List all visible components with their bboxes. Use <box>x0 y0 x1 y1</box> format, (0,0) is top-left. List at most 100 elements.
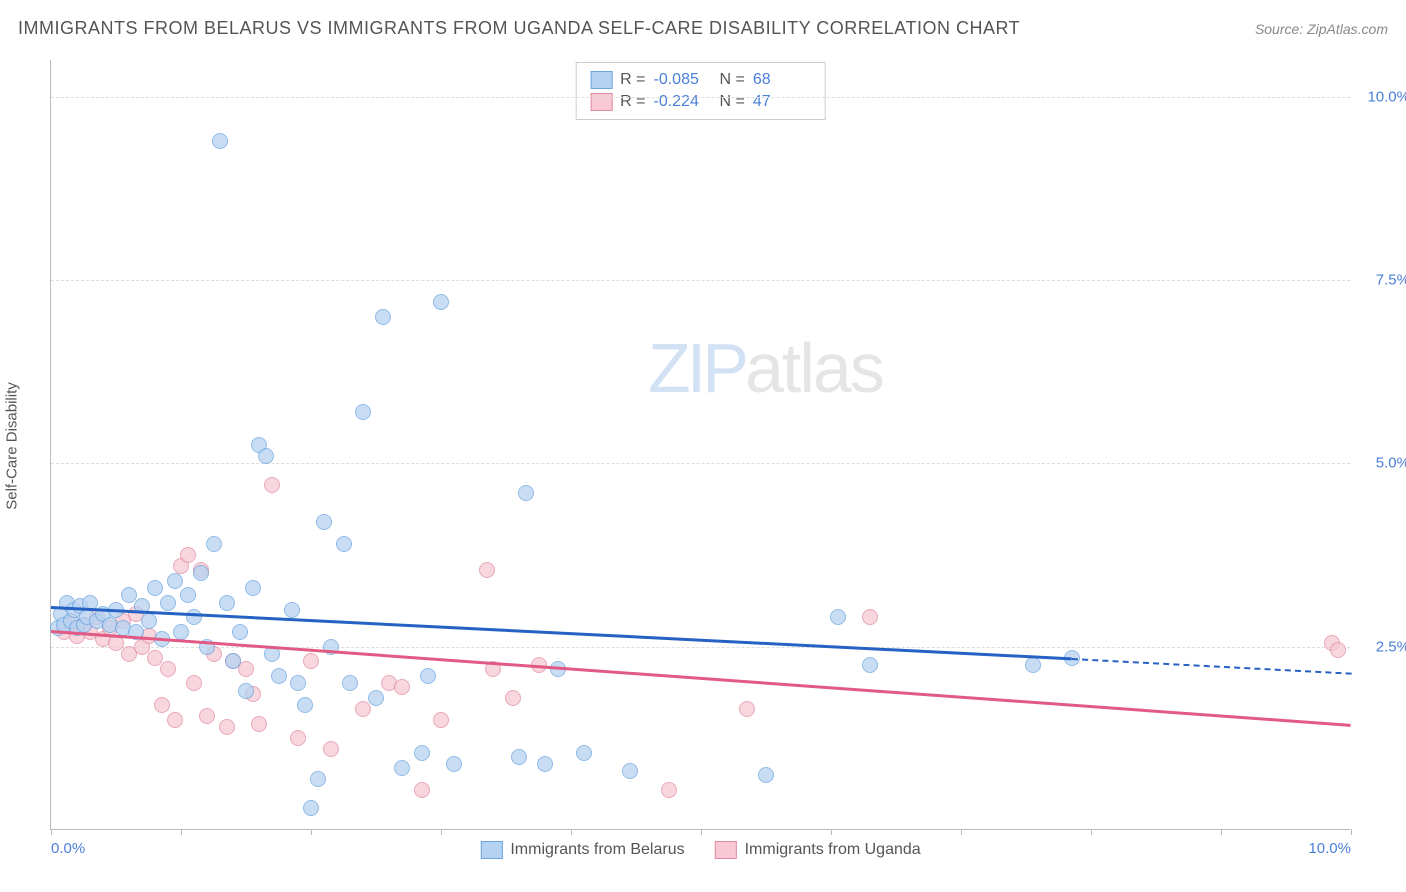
y-axis-label: Self-Care Disability <box>4 382 21 510</box>
trendline-series1-extrapolated <box>1071 658 1351 675</box>
x-tick-mark <box>961 829 962 835</box>
scatter-point-series1 <box>303 800 319 816</box>
gridline <box>51 463 1350 464</box>
scatter-point-series1 <box>342 675 358 691</box>
scatter-point-series1 <box>830 609 846 625</box>
n-label: N = <box>720 71 745 89</box>
legend-item-series2: Immigrants from Uganda <box>715 841 921 859</box>
watermark-text-a: ZIP <box>648 329 745 407</box>
scatter-point-series1 <box>862 657 878 673</box>
legend-label-series1: Immigrants from Belarus <box>510 841 684 859</box>
scatter-point-series2 <box>394 679 410 695</box>
scatter-point-series1 <box>141 613 157 629</box>
source-name: ZipAtlas.com <box>1307 21 1388 37</box>
scatter-point-series1 <box>193 565 209 581</box>
source-attribution: Source: ZipAtlas.com <box>1255 21 1388 37</box>
scatter-point-series1 <box>537 756 553 772</box>
scatter-point-series1 <box>394 760 410 776</box>
y-tick-label: 10.0% <box>1367 88 1406 105</box>
legend-item-series1: Immigrants from Belarus <box>480 841 684 859</box>
scatter-point-series1 <box>290 675 306 691</box>
scatter-point-series2 <box>433 712 449 728</box>
scatter-point-series1 <box>173 624 189 640</box>
scatter-point-series1 <box>271 668 287 684</box>
x-tick-mark <box>181 829 182 835</box>
watermark-text-b: atlas <box>745 329 883 407</box>
gridline <box>51 97 1350 98</box>
scatter-point-series1 <box>225 653 241 669</box>
scatter-point-series1 <box>284 602 300 618</box>
scatter-point-series2 <box>1330 642 1346 658</box>
scatter-point-series2 <box>479 562 495 578</box>
trendline-series2 <box>51 630 1351 726</box>
scatter-point-series1 <box>206 536 222 552</box>
scatter-point-series1 <box>758 767 774 783</box>
scatter-point-series1 <box>368 690 384 706</box>
scatter-point-series2 <box>739 701 755 717</box>
scatter-point-series2 <box>186 675 202 691</box>
x-tick-mark <box>571 829 572 835</box>
scatter-point-series2 <box>414 782 430 798</box>
scatter-point-series1 <box>316 514 332 530</box>
scatter-point-series2 <box>862 609 878 625</box>
scatter-point-series2 <box>160 661 176 677</box>
scatter-point-series1 <box>167 573 183 589</box>
gridline <box>51 280 1350 281</box>
scatter-point-series1 <box>446 756 462 772</box>
scatter-point-series2 <box>290 730 306 746</box>
x-tick-label: 0.0% <box>51 840 85 857</box>
scatter-point-series1 <box>212 133 228 149</box>
legend-label-series2: Immigrants from Uganda <box>745 841 921 859</box>
y-tick-label: 5.0% <box>1376 455 1406 472</box>
scatter-point-series1 <box>310 771 326 787</box>
swatch-series1 <box>590 71 612 89</box>
x-tick-mark <box>311 829 312 835</box>
scatter-point-series2 <box>505 690 521 706</box>
scatter-point-series1 <box>420 668 436 684</box>
scatter-point-series2 <box>199 708 215 724</box>
x-tick-mark <box>701 829 702 835</box>
scatter-point-series1 <box>375 309 391 325</box>
scatter-point-series1 <box>576 745 592 761</box>
scatter-point-series1 <box>147 580 163 596</box>
scatter-point-series1 <box>160 595 176 611</box>
scatter-point-series1 <box>355 404 371 420</box>
r-value-series1: -0.085 <box>654 71 712 89</box>
scatter-point-series1 <box>414 745 430 761</box>
scatter-point-series2 <box>355 701 371 717</box>
x-tick-mark <box>441 829 442 835</box>
x-tick-mark <box>1091 829 1092 835</box>
scatter-point-series2 <box>264 477 280 493</box>
series-legend: Immigrants from Belarus Immigrants from … <box>480 841 920 859</box>
chart-title: IMMIGRANTS FROM BELARUS VS IMMIGRANTS FR… <box>18 18 1020 39</box>
watermark-logo: ZIPatlas <box>648 328 883 408</box>
scatter-chart: ZIPatlas R = -0.085 N = 68 R = -0.224 N … <box>50 60 1350 830</box>
scatter-point-series1 <box>186 609 202 625</box>
scatter-point-series1 <box>433 294 449 310</box>
scatter-point-series2 <box>323 741 339 757</box>
scatter-point-series2 <box>154 697 170 713</box>
scatter-point-series1 <box>258 448 274 464</box>
x-tick-mark <box>1351 829 1352 835</box>
scatter-point-series1 <box>219 595 235 611</box>
correlation-stats-box: R = -0.085 N = 68 R = -0.224 N = 47 <box>575 62 826 120</box>
scatter-point-series2 <box>661 782 677 798</box>
n-value-series1: 68 <box>753 71 811 89</box>
x-tick-mark <box>831 829 832 835</box>
scatter-point-series2 <box>251 716 267 732</box>
stats-row-series2: R = -0.224 N = 47 <box>590 91 811 113</box>
swatch-series2 <box>715 841 737 859</box>
x-tick-label: 10.0% <box>1308 840 1351 857</box>
y-tick-label: 2.5% <box>1376 638 1406 655</box>
scatter-point-series1 <box>238 683 254 699</box>
scatter-point-series1 <box>180 587 196 603</box>
x-tick-mark <box>51 829 52 835</box>
scatter-point-series1 <box>1025 657 1041 673</box>
scatter-point-series2 <box>219 719 235 735</box>
scatter-point-series2 <box>180 547 196 563</box>
x-tick-mark <box>1221 829 1222 835</box>
stats-row-series1: R = -0.085 N = 68 <box>590 69 811 91</box>
source-label: Source: <box>1255 21 1307 37</box>
scatter-point-series1 <box>518 485 534 501</box>
y-tick-label: 7.5% <box>1376 272 1406 289</box>
